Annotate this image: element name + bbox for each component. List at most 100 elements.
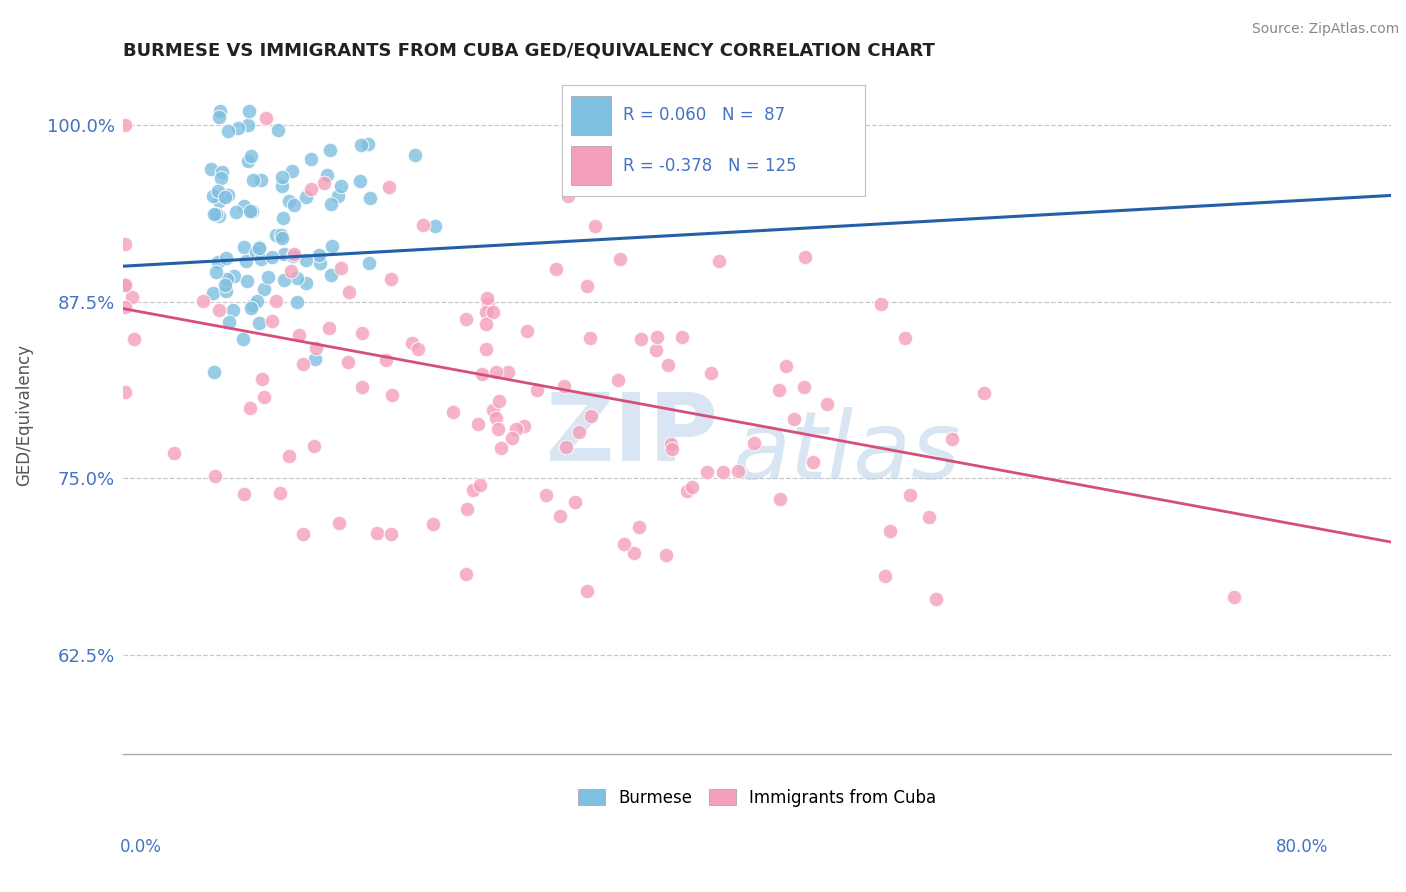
- Point: [713, 465, 735, 479]
- Point: [645, 330, 668, 344]
- Point: [264, 293, 287, 308]
- Point: [628, 519, 651, 533]
- Point: [477, 292, 499, 306]
- Point: [661, 442, 683, 456]
- Point: [423, 219, 446, 233]
- Point: [727, 464, 749, 478]
- Point: [623, 546, 645, 560]
- Text: atlas: atlas: [731, 407, 960, 498]
- Point: [707, 254, 730, 268]
- Point: [247, 316, 270, 330]
- Point: [225, 205, 247, 219]
- Point: [236, 119, 259, 133]
- Point: [485, 365, 508, 379]
- Point: [299, 182, 322, 196]
- Text: 80.0%: 80.0%: [1277, 838, 1329, 855]
- Text: BURMESE VS IMMIGRANTS FROM CUBA GED/EQUIVALENCY CORRELATION CHART: BURMESE VS IMMIGRANTS FROM CUBA GED/EQUI…: [124, 42, 935, 60]
- Point: [278, 450, 301, 464]
- Point: [202, 365, 225, 379]
- Point: [277, 194, 299, 208]
- Point: [366, 525, 388, 540]
- Point: [474, 305, 496, 319]
- Point: [606, 373, 628, 387]
- Point: [406, 342, 429, 356]
- Point: [283, 197, 305, 211]
- Point: [285, 270, 308, 285]
- Point: [613, 537, 636, 551]
- Point: [273, 247, 295, 261]
- Point: [422, 517, 444, 532]
- Point: [769, 492, 792, 507]
- Point: [793, 380, 815, 394]
- Point: [224, 268, 246, 283]
- Point: [121, 290, 143, 304]
- Point: [250, 252, 273, 266]
- Point: [202, 285, 225, 300]
- Point: [357, 136, 380, 151]
- Point: [114, 278, 136, 293]
- Point: [576, 583, 599, 598]
- Point: [676, 484, 699, 499]
- Point: [250, 172, 273, 186]
- Point: [269, 486, 291, 500]
- Legend: Burmese, Immigrants from Cuba: Burmese, Immigrants from Cuba: [572, 782, 942, 814]
- Point: [247, 241, 270, 255]
- Point: [696, 465, 718, 479]
- Point: [328, 516, 350, 530]
- Point: [700, 366, 723, 380]
- Point: [380, 271, 402, 285]
- Point: [236, 154, 259, 169]
- Point: [304, 351, 326, 366]
- Point: [467, 417, 489, 431]
- Point: [475, 318, 498, 332]
- Point: [330, 261, 353, 276]
- Point: [233, 199, 256, 213]
- Point: [201, 188, 224, 202]
- Point: [308, 256, 330, 270]
- Point: [316, 169, 339, 183]
- Point: [262, 250, 284, 264]
- Point: [205, 265, 228, 279]
- Y-axis label: GED/Equivalency: GED/Equivalency: [15, 343, 32, 486]
- Point: [193, 294, 215, 309]
- Point: [250, 372, 273, 386]
- Point: [200, 162, 222, 177]
- Point: [239, 203, 262, 218]
- Point: [280, 263, 302, 277]
- Point: [516, 325, 538, 339]
- Point: [218, 315, 240, 329]
- Point: [295, 276, 318, 290]
- Point: [207, 184, 229, 198]
- Point: [240, 204, 263, 219]
- Point: [401, 335, 423, 350]
- Point: [456, 311, 478, 326]
- Point: [114, 237, 136, 252]
- Point: [238, 103, 260, 118]
- Point: [233, 487, 256, 501]
- Text: Source: ZipAtlas.com: Source: ZipAtlas.com: [1251, 22, 1399, 37]
- Point: [222, 302, 245, 317]
- Point: [295, 252, 318, 267]
- Point: [326, 189, 349, 203]
- Point: [471, 367, 494, 381]
- Point: [214, 190, 236, 204]
- Point: [270, 178, 292, 193]
- Point: [232, 332, 254, 346]
- Point: [233, 240, 256, 254]
- Point: [583, 219, 606, 234]
- Point: [273, 273, 295, 287]
- Point: [239, 401, 262, 416]
- Point: [477, 296, 499, 310]
- Point: [262, 314, 284, 328]
- Point: [941, 432, 963, 446]
- Point: [264, 227, 287, 242]
- Point: [245, 244, 267, 259]
- Point: [482, 305, 505, 319]
- Point: [485, 411, 508, 425]
- Point: [474, 343, 496, 357]
- Point: [247, 240, 270, 254]
- Point: [645, 343, 668, 357]
- Point: [114, 300, 136, 314]
- Point: [898, 488, 921, 502]
- Point: [359, 191, 381, 205]
